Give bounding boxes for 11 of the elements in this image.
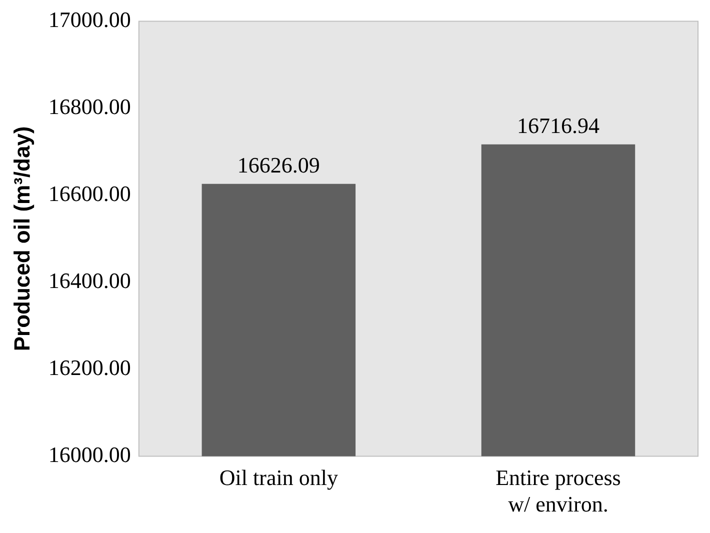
data-label: 16716.94 <box>516 113 600 138</box>
x-tick-label: Entire process w/ environ. <box>496 465 621 517</box>
y-tick-label: 16400.00 <box>48 268 131 293</box>
y-tick-label: 16600.00 <box>48 180 131 206</box>
y-tick-label: 16800.00 <box>48 94 131 119</box>
y-tick-label: 17000.00 <box>48 6 131 32</box>
y-tick-label: 16200.00 <box>48 354 131 380</box>
x-tick-label: Oil train only <box>219 465 338 490</box>
y-tick-label: 16000.00 <box>48 442 131 467</box>
data-label: 16626.09 <box>237 152 320 178</box>
y-axis-title: Produced oil (m³/day) <box>9 126 34 352</box>
